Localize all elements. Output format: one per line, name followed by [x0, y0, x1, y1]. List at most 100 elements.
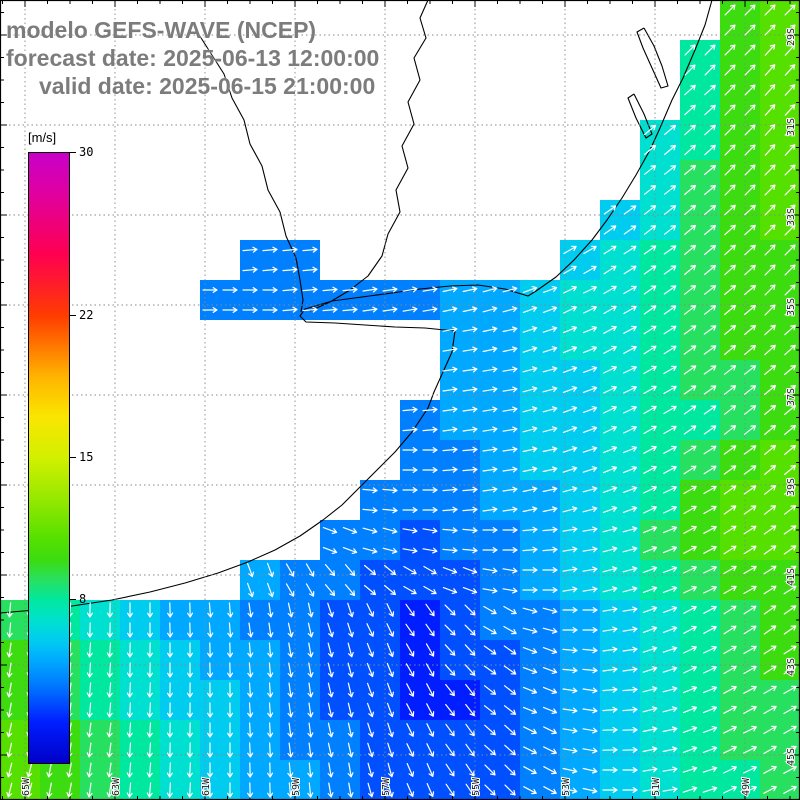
wind-arrow	[367, 682, 394, 718]
wind-arrow	[682, 686, 718, 714]
coastline	[0, 0, 713, 614]
wind-arrow	[522, 366, 558, 393]
wind-arrow	[442, 406, 478, 433]
wind-cell	[480, 560, 520, 600]
wind-arrow	[642, 686, 678, 713]
wind-arrow	[764, 204, 796, 236]
wind-arrow	[364, 564, 396, 596]
wind-cell	[680, 320, 720, 360]
wind-cell	[480, 400, 520, 440]
wind-arrow	[126, 642, 153, 678]
latitude-label: 37S	[786, 388, 797, 406]
wind-arrow	[247, 602, 274, 638]
wind-arrow	[282, 286, 318, 313]
wind-arrow	[642, 726, 678, 753]
wind-cell	[360, 280, 400, 320]
wind-arrow	[602, 686, 638, 713]
wind-arrow	[362, 286, 398, 313]
latitude-label: 45S	[786, 748, 797, 766]
latitude-label: 29S	[786, 28, 797, 46]
wind-arrow	[522, 607, 558, 634]
wind-arrow	[282, 246, 318, 273]
wind-cell	[440, 520, 480, 560]
wind-arrow	[445, 763, 475, 797]
wind-arrow	[643, 485, 677, 514]
wind-cell	[480, 440, 520, 480]
wind-arrow	[484, 724, 516, 756]
wind-arrow	[683, 285, 717, 315]
wind-arrow	[406, 723, 435, 757]
wind-cell	[80, 760, 120, 800]
wind-arrow	[322, 286, 358, 313]
wind-arrow	[602, 446, 638, 474]
wind-arrow	[166, 762, 193, 798]
wind-arrow	[763, 685, 797, 715]
wind-arrow	[126, 762, 153, 798]
wind-cell	[680, 760, 720, 800]
longitude-label: 55W	[471, 777, 482, 796]
wind-arrow	[642, 566, 678, 593]
wind-arrow	[642, 646, 678, 673]
wind-arrow	[442, 567, 478, 594]
wind-cell	[440, 320, 480, 360]
wind-arrow	[603, 325, 637, 354]
wind-arrow	[602, 606, 638, 633]
wind-cell	[680, 640, 720, 680]
wind-arrow	[683, 565, 717, 594]
wind-cell	[520, 360, 560, 400]
wind-arrow	[602, 526, 638, 553]
wind-arrow	[682, 726, 718, 753]
wind-cell	[560, 520, 600, 560]
wind-arrow	[724, 284, 756, 316]
wind-arrow	[366, 642, 394, 678]
wind-cell	[560, 560, 600, 600]
wind-cell	[480, 360, 520, 400]
wind-cell	[680, 560, 720, 600]
wind-arrow	[442, 486, 478, 513]
wind-arrow	[562, 526, 598, 553]
wind-cell	[200, 640, 240, 680]
colorbar-tick-label: 30	[79, 145, 94, 159]
wind-arrow	[603, 405, 637, 434]
colorbar: [m/s] 30 22 15 8	[26, 130, 136, 780]
wind-arrow	[682, 766, 718, 793]
wind-arrow	[683, 325, 717, 355]
wind-arrow	[643, 285, 677, 315]
wind-arrow	[683, 445, 717, 475]
wind-cell	[400, 440, 440, 480]
wind-cell	[280, 720, 320, 760]
wind-arrow	[247, 682, 274, 718]
wind-arrow	[324, 564, 356, 596]
wind-arrow	[402, 447, 438, 473]
wind-cell	[560, 360, 600, 400]
wind-arrow	[402, 487, 438, 513]
wind-cell	[520, 600, 560, 640]
coastline	[195, 29, 304, 313]
wind-arrow	[367, 762, 394, 798]
wind-arrow	[683, 485, 717, 515]
wind-cell	[520, 440, 560, 480]
wind-cell	[240, 280, 280, 320]
wind-arrow	[482, 567, 518, 594]
wind-arrow	[522, 446, 558, 473]
wind-arrow	[643, 165, 677, 195]
wind-arrow	[764, 124, 796, 156]
wind-cell	[600, 720, 640, 760]
wind-cell	[200, 720, 240, 760]
wind-arrow	[483, 605, 517, 635]
wind-arrow	[763, 605, 797, 635]
wind-cell	[240, 720, 280, 760]
wind-arrow	[362, 487, 398, 514]
wind-arrow	[442, 286, 478, 313]
latitude-label: 31S	[786, 118, 797, 136]
latitude-label: 41S	[786, 568, 797, 586]
wind-arrow	[86, 602, 113, 638]
wind-cell	[600, 400, 640, 440]
wind-arrow	[482, 326, 518, 353]
wind-cell	[400, 520, 440, 560]
wind-arrow	[406, 683, 435, 717]
wind-cell	[560, 320, 600, 360]
wind-arrow	[362, 527, 398, 554]
wind-arrow	[723, 765, 757, 794]
